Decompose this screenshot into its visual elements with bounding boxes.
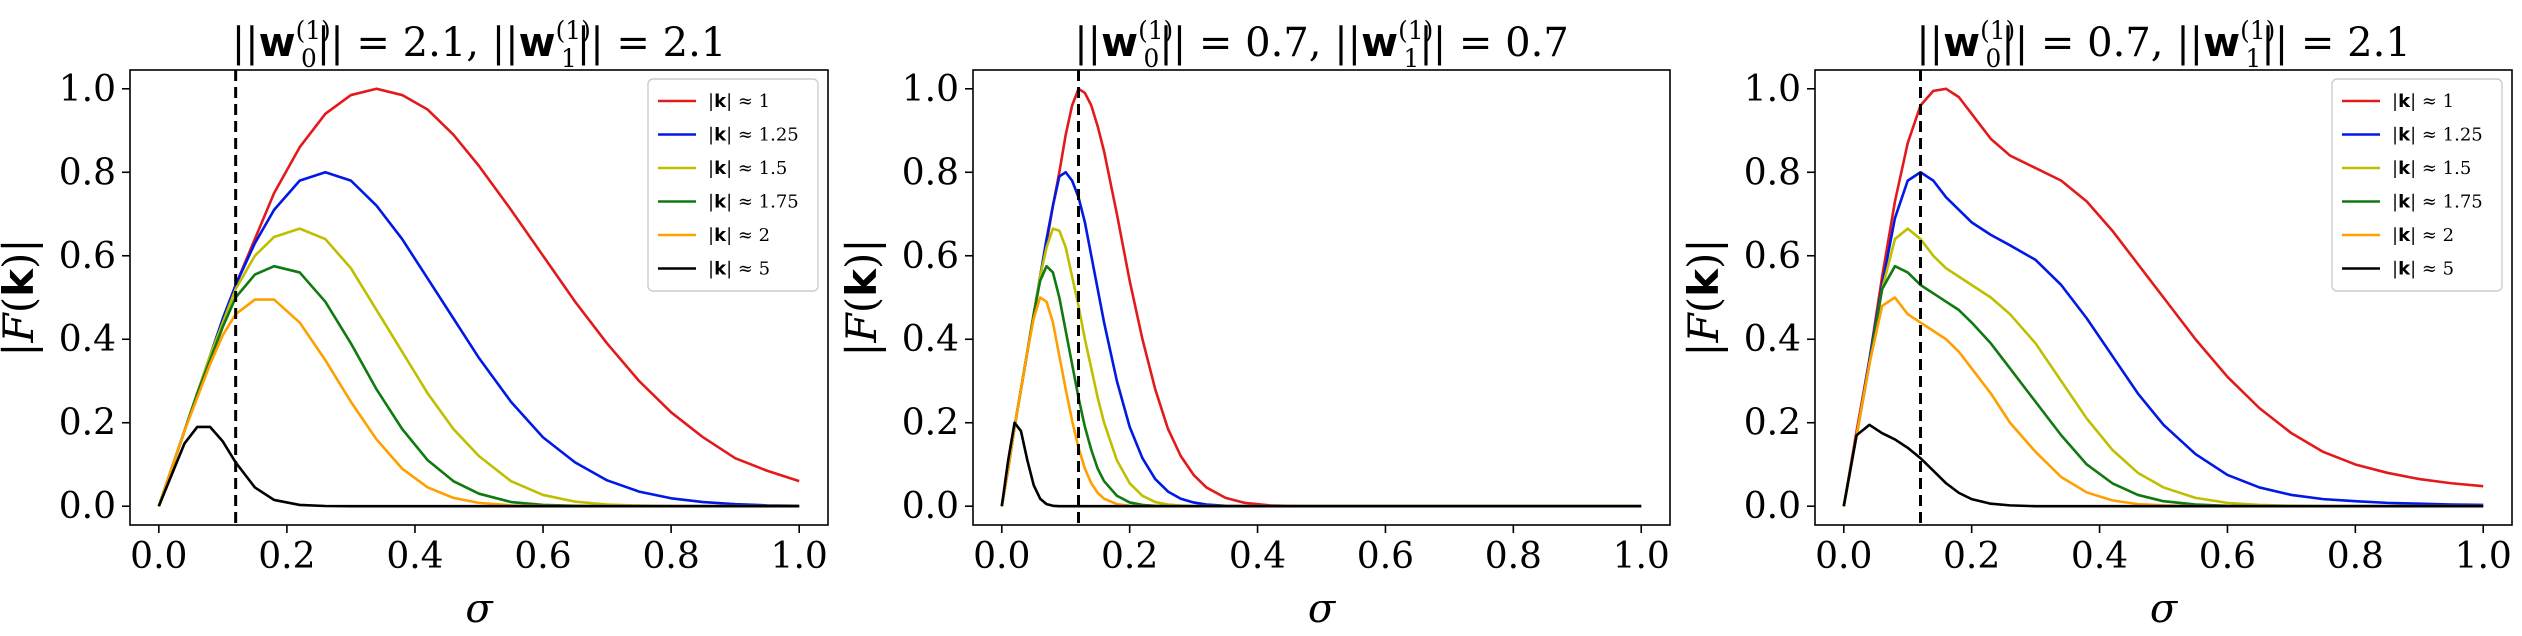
legend-entry: |k| ≈ 1.75: [2392, 192, 2483, 213]
axes-frame: [972, 69, 1671, 526]
x-tick-label: 0.4: [2071, 536, 2128, 577]
x-axis-label: σ: [1308, 586, 1337, 632]
x-tick-label: 0.8: [2327, 536, 2384, 577]
x-tick-label: 0.4: [1229, 536, 1286, 577]
x-tick-label: 0.6: [1357, 536, 1414, 577]
chart-panel-3: 0.0 0.2 0.4 0.6 0.8 1.0 0.0 0.2 0.4 0.6 0.8 1.0 σ |F(…: [1679, 16, 2513, 632]
y-tick-label: 0.4: [1744, 319, 1801, 360]
x-tick-label: 0.0: [973, 536, 1030, 577]
x-tick-label: 1.0: [1613, 536, 1670, 577]
y-tick-label: 0.0: [902, 486, 959, 527]
x-tick-label: 0.0: [130, 536, 187, 577]
chart-title: ||w(1) 0|| = 0.7, ||w(1) 1|| = 2.1: [1916, 16, 2411, 73]
x-tick-label: 0.2: [1101, 536, 1158, 577]
legend: |k| ≈ 1 |k| ≈ 1.25 |k| ≈ 1.5 |k| ≈ 1.75 |k| …: [647, 78, 819, 292]
axes-frame: [1814, 69, 2513, 526]
x-tick-label: 0.2: [1943, 536, 2000, 577]
y-tick-label: 0.2: [1744, 403, 1801, 444]
series-line-6: [157, 425, 800, 508]
y-tick-label: 0.8: [902, 152, 959, 193]
x-tick-label: 0.2: [258, 536, 315, 577]
legend-entry: |k| ≈ 1.5: [2392, 158, 2471, 179]
y-axis-label: |F(k)|: [1679, 238, 1728, 356]
x-tick-label: 0.0: [1815, 536, 1872, 577]
legend-entry: |k| ≈ 1.25: [2392, 125, 2483, 146]
y-tick-label: 0.4: [902, 319, 959, 360]
x-tick-label: 0.8: [1485, 536, 1542, 577]
series-line-5: [1842, 296, 2484, 508]
legend-entry: |k| ≈ 5: [708, 259, 770, 280]
chart-panel-1: 0.0 0.2 0.4 0.6 0.8 1.0 0.0 0.2 0.4 0.6 0.8 1.0 σ |F(…: [0, 16, 829, 632]
svg-text:|F(k)|: |F(k)|: [837, 238, 886, 356]
series-line-2: [1842, 170, 2484, 507]
x-tick-label: 0.8: [642, 536, 699, 577]
x-tick-label: 0.4: [386, 536, 443, 577]
legend: |k| ≈ 1 |k| ≈ 1.25 |k| ≈ 1.5 |k| ≈ 1.75 |k| …: [2331, 78, 2503, 292]
chart-title: ||w(1) 0|| = 2.1, ||w(1) 1|| = 2.1: [232, 16, 727, 73]
chart-title: ||w(1) 0|| = 0.7, ||w(1) 1|| = 0.7: [1074, 16, 1569, 73]
y-tick-label: 0.2: [902, 403, 959, 444]
y-tick-label: 0.0: [1744, 486, 1801, 527]
series-line-4: [157, 264, 800, 508]
svg-text:||w(1)0|| = 0.7, ||w(1)1|| = 2: ||w(1) 0|| = 0.7, ||w(1) 1|| = 2.1: [1916, 16, 2411, 73]
y-tick-label: 0.2: [59, 403, 116, 444]
series-line-4: [1842, 264, 2484, 508]
legend-entry: |k| ≈ 2: [708, 225, 770, 246]
svg-text:|F(k)|: |F(k)|: [0, 238, 43, 356]
axes-frame: [129, 69, 829, 526]
y-tick-label: 0.6: [1744, 236, 1801, 277]
legend-entry: |k| ≈ 1: [2392, 91, 2454, 112]
y-tick-label: 1.0: [902, 69, 959, 110]
series-line-3: [1000, 227, 1642, 508]
x-axis-label: σ: [465, 586, 494, 632]
y-tick-label: 0.6: [902, 236, 959, 277]
y-tick-label: 0.4: [59, 319, 116, 360]
x-tick-label: 1.0: [2455, 536, 2512, 577]
series-line-6: [1000, 421, 1642, 508]
y-tick-label: 0.8: [59, 152, 116, 193]
legend-entry: |k| ≈ 1: [708, 91, 770, 112]
y-tick-label: 0.6: [59, 236, 116, 277]
legend-entry: |k| ≈ 1.5: [708, 158, 787, 179]
series-line-6: [1842, 423, 2484, 508]
svg-text:||w(1)0|| = 0.7, ||w(1)1|| = 0: ||w(1) 0|| = 0.7, ||w(1) 1|| = 0.7: [1074, 16, 1569, 73]
x-tick-label: 1.0: [771, 536, 828, 577]
y-axis-label: |F(k)|: [837, 238, 886, 356]
x-tick-label: 0.6: [2199, 536, 2256, 577]
chart-panel-2: 0.0 0.2 0.4 0.6 0.8 1.0 0.0 0.2 0.4 0.6 0.8 1.0 σ |F(…: [837, 16, 1671, 632]
series-line-5: [157, 298, 800, 508]
series-line-4: [1000, 264, 1642, 508]
x-axis-label: σ: [2150, 586, 2179, 632]
series-line-1: [1842, 87, 2484, 507]
series-line-1: [1000, 87, 1642, 508]
y-tick-label: 1.0: [59, 69, 116, 110]
y-tick-label: 0.0: [59, 486, 116, 527]
svg-text:||w(1)0|| = 2.1, ||w(1)1|| = 2: ||w(1) 0|| = 2.1, ||w(1) 1|| = 2.1: [232, 16, 727, 73]
legend-entry: |k| ≈ 5: [2392, 259, 2454, 280]
series-line-2: [1000, 170, 1642, 508]
legend-entry: |k| ≈ 2: [2392, 225, 2454, 246]
x-tick-label: 0.6: [514, 536, 571, 577]
svg-text:|F(k)|: |F(k)|: [1679, 238, 1728, 356]
y-axis-label: |F(k)|: [0, 238, 43, 356]
legend-entry: |k| ≈ 1.25: [708, 125, 799, 146]
legend-entry: |k| ≈ 1.75: [708, 192, 799, 213]
y-tick-label: 1.0: [1744, 69, 1801, 110]
y-tick-label: 0.8: [1744, 152, 1801, 193]
